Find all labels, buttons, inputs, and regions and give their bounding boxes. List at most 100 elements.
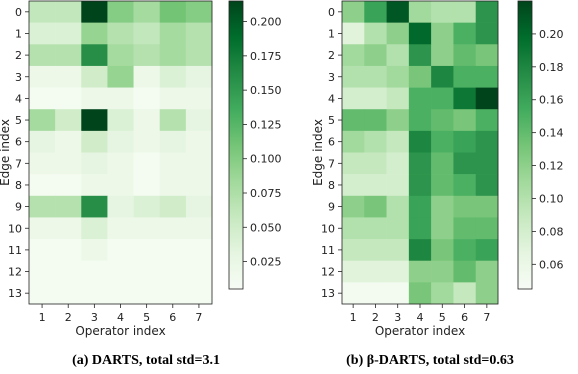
- heatmap-cell: [81, 195, 108, 218]
- heatmap-cell: [185, 65, 213, 88]
- heatmap-cell: [81, 174, 108, 197]
- heatmap-cell: [55, 1, 82, 23]
- heatmap-cell: [185, 130, 213, 153]
- heatmap-cell: [453, 109, 477, 132]
- heatmap-cell: [133, 282, 161, 305]
- heatmap-cell: [29, 87, 56, 110]
- colorbar: [517, 0, 533, 290]
- heatmap-cell: [133, 109, 161, 132]
- heatmap-cell: [408, 239, 432, 262]
- heatmap-cell: [159, 109, 187, 132]
- heatmap-cell: [55, 22, 82, 45]
- heatmap-cell: [55, 65, 82, 88]
- heatmap-cell: [81, 65, 108, 88]
- heatmap-cell: [408, 217, 432, 240]
- heatmap-cell: [386, 22, 410, 45]
- heatmap-cell: [185, 1, 213, 23]
- x-tick-label: 6: [169, 311, 176, 324]
- heatmap-cell: [342, 65, 365, 88]
- heatmap-cell: [55, 282, 82, 305]
- heatmap-cell: [364, 282, 387, 305]
- heatmap-cell: [453, 130, 477, 153]
- heatmap-cell: [364, 174, 387, 197]
- heatmap-cell: [159, 65, 187, 88]
- heatmap-cell: [185, 217, 213, 240]
- heatmap-cell: [55, 217, 82, 240]
- heatmap-cell: [408, 1, 432, 23]
- y-tick-label: 12: [321, 266, 335, 279]
- heatmap-cell: [133, 65, 161, 88]
- heatmap-cell: [342, 130, 365, 153]
- heatmap-cell: [29, 22, 56, 45]
- heatmap-cell: [408, 87, 432, 110]
- heatmap-cell: [159, 130, 187, 153]
- heatmap-cell: [133, 152, 161, 175]
- heatmap-cell: [453, 195, 477, 218]
- heatmap-cell: [475, 152, 499, 175]
- colorbar-tick-label: 0.06: [539, 258, 564, 271]
- y-tick-label: 7: [15, 157, 22, 170]
- heatmap-cell: [386, 217, 410, 240]
- heatmap-cell: [475, 1, 499, 23]
- heatmap-cell: [431, 174, 454, 197]
- x-tick-label: 3: [394, 311, 401, 324]
- heatmap-cell: [453, 260, 477, 283]
- heatmap-cell: [386, 1, 410, 23]
- heatmap-cell: [185, 195, 213, 218]
- heatmap-cell: [29, 130, 56, 153]
- x-tick-label: 5: [143, 311, 150, 324]
- heatmap-cell: [81, 1, 108, 23]
- y-tick-label: 2: [15, 49, 22, 62]
- heatmap-cell: [386, 282, 410, 305]
- heatmap-cell: [29, 239, 56, 262]
- heatmap-cell: [408, 44, 432, 67]
- y-tick-label: 4: [15, 92, 22, 105]
- heatmap-cell: [431, 239, 454, 262]
- heatmap-cell: [29, 174, 56, 197]
- heatmap-cell: [159, 174, 187, 197]
- heatmap-cell: [364, 65, 387, 88]
- y-tick-label: 5: [15, 114, 22, 127]
- heatmap-cell: [342, 195, 365, 218]
- heatmap-cell: [107, 87, 134, 110]
- heatmap-cell: [107, 22, 134, 45]
- x-tick-label: 2: [372, 311, 379, 324]
- heatmap-cell: [408, 130, 432, 153]
- heatmap-cell: [133, 260, 161, 283]
- x-tick-label: 1: [350, 311, 357, 324]
- heatmap-cell: [55, 44, 82, 67]
- heatmap-cell: [431, 282, 454, 305]
- heatmap-cell: [29, 260, 56, 283]
- heatmap-cell: [408, 174, 432, 197]
- heatmap-cell: [364, 152, 387, 175]
- heatmap-cell: [81, 22, 108, 45]
- colorbar-tick-label: 0.200: [250, 16, 282, 29]
- x-tick-label: 4: [417, 311, 424, 324]
- heatmap-cell: [55, 130, 82, 153]
- heatmap-cell: [185, 152, 213, 175]
- heatmap-cell: [107, 217, 134, 240]
- heatmap-cell: [133, 44, 161, 67]
- colorbar-tick-label: 0.175: [250, 50, 282, 63]
- heatmap-cell: [453, 1, 477, 23]
- heatmap-cell: [81, 87, 108, 110]
- heatmap-cell: [159, 152, 187, 175]
- colorbar-tick-label: 0.20: [539, 28, 564, 41]
- heatmap-cell: [408, 195, 432, 218]
- heatmap-cell: [475, 282, 499, 305]
- heatmap-cell: [81, 217, 108, 240]
- heatmap-cell: [408, 152, 432, 175]
- y-axis-label: Edge index: [311, 119, 325, 186]
- heatmap-cell: [107, 239, 134, 262]
- heatmap-cell: [342, 22, 365, 45]
- caption-beta-darts: (b) β-DARTS, total std=0.63: [346, 353, 514, 368]
- heatmap-cell: [386, 260, 410, 283]
- heatmap-cell: [29, 282, 56, 305]
- heatmap-cell: [133, 22, 161, 45]
- y-tick-label: 1: [328, 27, 335, 40]
- heatmap-cell: [386, 44, 410, 67]
- heatmap-cell: [342, 239, 365, 262]
